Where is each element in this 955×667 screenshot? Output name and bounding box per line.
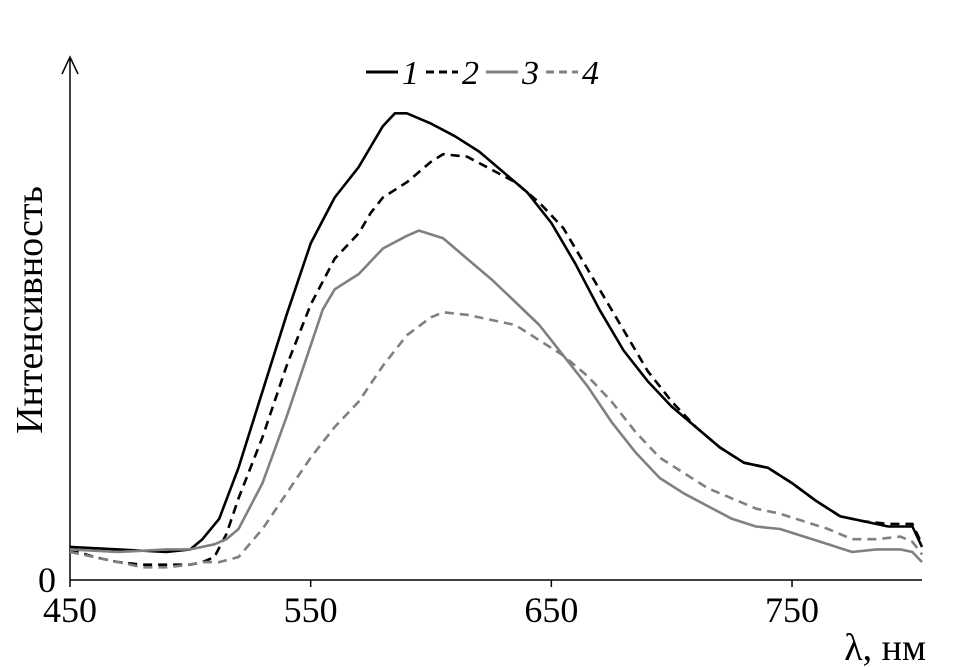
y-tick-label: 0 (38, 560, 56, 600)
legend-label-2: 2 (462, 55, 479, 92)
x-tick-label: 450 (43, 590, 97, 630)
x-tick-label: 650 (524, 590, 578, 630)
series-line-1 (69, 112, 924, 554)
y-axis-arrow-icon (61, 55, 79, 75)
series-lines (69, 112, 924, 569)
series-line-4 (69, 311, 924, 569)
y-axis-title: Интенсивность (9, 186, 51, 434)
legend-label-4: 4 (582, 55, 599, 92)
series-line-3 (69, 229, 923, 563)
x-tick-label: 550 (284, 590, 338, 630)
axes (61, 55, 922, 581)
y-tick-labels: 0 (38, 560, 56, 600)
x-tick-label: 750 (765, 590, 819, 630)
x-tick-labels: 450 550 650 750 (43, 580, 819, 630)
series-line-2 (69, 152, 924, 566)
x-axis-title: λ, нм (844, 627, 926, 667)
legend-label-3: 3 (521, 55, 539, 92)
legend: 1 2 3 4 (366, 55, 599, 92)
legend-label-1: 1 (402, 55, 419, 92)
